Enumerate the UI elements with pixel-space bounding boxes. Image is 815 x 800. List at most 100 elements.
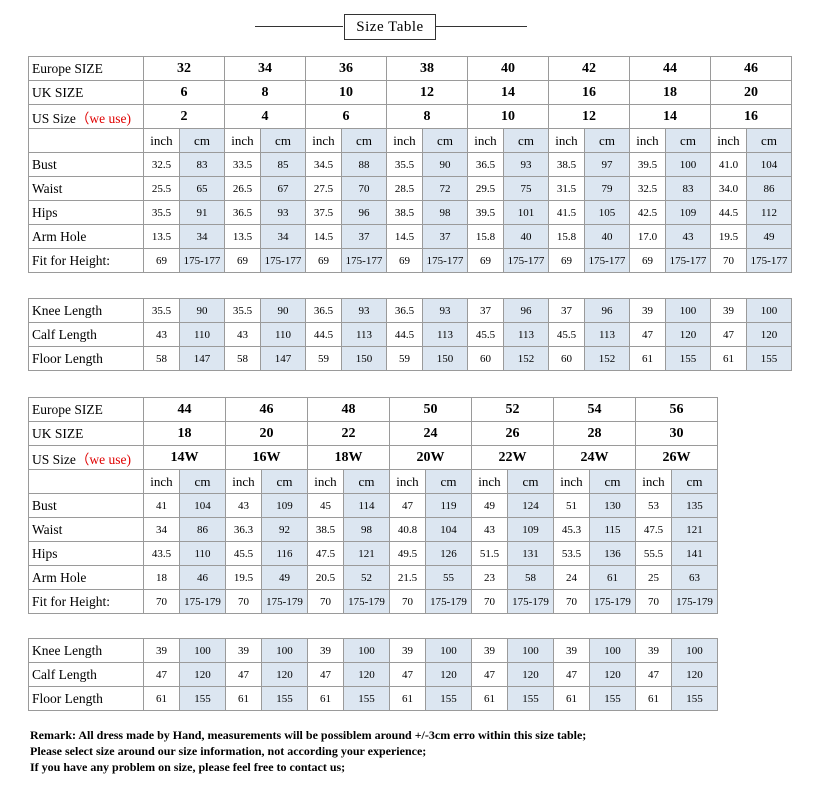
inch-value: 61 [635, 686, 672, 711]
cm-value: 147 [260, 346, 306, 371]
blank [28, 469, 144, 494]
unit-inch: inch [467, 128, 504, 153]
measure-row: Arm Hole 13.5 34 13.5 34 14.5 37 14.5 37 15.8 40 15… [28, 224, 792, 249]
cm-value: 121 [671, 517, 718, 542]
inch-value: 33.5 [224, 152, 261, 177]
inch-value: 43 [225, 493, 262, 518]
cm-value: 40 [503, 224, 549, 249]
cm-value: 152 [503, 346, 549, 371]
inch-value: 70 [225, 589, 262, 614]
inch-value: 39 [307, 638, 344, 663]
inch-value: 29.5 [467, 176, 504, 201]
row-label: Knee Length [28, 638, 144, 663]
cm-value: 88 [341, 152, 387, 177]
remark-line: If you have any problem on size, please … [30, 760, 346, 774]
cm-value: 109 [665, 200, 711, 225]
inch-value: 61 [710, 346, 747, 371]
size-value: 8 [386, 104, 468, 129]
inch-value: 41.5 [548, 200, 585, 225]
inch-value: 43 [143, 322, 180, 347]
blank [28, 128, 144, 153]
cm-value: 49 [746, 224, 792, 249]
inch-value: 45.3 [553, 517, 590, 542]
label-text: US Size [32, 451, 76, 467]
inch-value: 42.5 [629, 200, 666, 225]
cm-value: 34 [179, 224, 225, 249]
cm-value: 175-177 [341, 248, 387, 273]
inch-value: 25.5 [143, 176, 180, 201]
unit-inch: inch [553, 469, 590, 494]
inch-value: 70 [553, 589, 590, 614]
unit-row: inch cm inch cm inch cm inch cm inch cm inch cm inch… [28, 469, 718, 494]
cm-value: 120 [425, 662, 472, 687]
inch-value: 26.5 [224, 176, 261, 201]
measure-row: Floor Length 58 147 58 147 59 150 59 150 60 152 60 1… [28, 346, 792, 371]
inch-value: 69 [224, 248, 261, 273]
inch-value: 69 [629, 248, 666, 273]
inch-value: 34.5 [305, 152, 342, 177]
inch-value: 25 [635, 565, 672, 590]
inch-value: 69 [305, 248, 342, 273]
label-note: （we use) [75, 451, 131, 467]
inch-value: 61 [225, 686, 262, 711]
row-label: Floor Length [28, 346, 144, 371]
inch-value: 47 [635, 662, 672, 687]
cm-value: 67 [260, 176, 306, 201]
cm-value: 100 [261, 638, 308, 663]
inch-value: 61 [471, 686, 508, 711]
inch-value: 39 [389, 638, 426, 663]
unit-row: inch cm inch cm inch cm inch cm inch cm inch cm inch… [28, 128, 792, 153]
cm-value: 175-177 [260, 248, 306, 273]
cm-value: 110 [179, 322, 225, 347]
inch-value: 15.8 [548, 224, 585, 249]
size-value: 20 [225, 421, 308, 446]
label-text: Europe SIZE [32, 60, 103, 76]
inch-value: 69 [548, 248, 585, 273]
inch-value: 39 [635, 638, 672, 663]
size-value: 40 [467, 56, 549, 81]
cm-value: 113 [422, 322, 468, 347]
inch-value: 32.5 [629, 176, 666, 201]
row-label: Calf Length [28, 322, 144, 347]
cm-value: 96 [503, 298, 549, 323]
size-value: 4 [224, 104, 306, 129]
inch-value: 69 [467, 248, 504, 273]
row-label: Fit for Height: [28, 589, 144, 614]
unit-cm: cm [261, 469, 308, 494]
cm-value: 116 [261, 541, 308, 566]
inch-value: 47 [471, 662, 508, 687]
cm-value: 98 [343, 517, 390, 542]
row-label: Hips [28, 541, 144, 566]
size-value: 14W [143, 445, 226, 470]
inch-value: 21.5 [389, 565, 426, 590]
cm-value: 150 [341, 346, 387, 371]
measure-row: Calf Length 47 120 47 120 47 120 47 120 47 120 47 12… [28, 662, 718, 687]
cm-value: 175-179 [179, 589, 226, 614]
row-label: UK SIZE [28, 80, 144, 105]
cm-value: 175-179 [671, 589, 718, 614]
inch-value: 39.5 [467, 200, 504, 225]
remarks: Remark: All dress made by Hand, measurem… [30, 727, 586, 775]
cm-value: 90 [260, 298, 306, 323]
inch-value: 23 [471, 565, 508, 590]
cm-value: 104 [179, 493, 226, 518]
size-value: 12 [386, 80, 468, 105]
cm-value: 86 [179, 517, 226, 542]
inch-value: 70 [710, 248, 747, 273]
inch-value: 59 [386, 346, 423, 371]
cm-value: 155 [746, 346, 792, 371]
row-label: Arm Hole [28, 565, 144, 590]
inch-value: 39 [629, 298, 666, 323]
unit-inch: inch [224, 128, 261, 153]
inch-value: 39 [225, 638, 262, 663]
cm-value: 40 [584, 224, 630, 249]
cm-value: 65 [179, 176, 225, 201]
cm-value: 93 [422, 298, 468, 323]
cm-value: 100 [589, 638, 636, 663]
inch-value: 35.5 [143, 298, 180, 323]
cm-value: 112 [746, 200, 792, 225]
measure-row: Knee Length 35.5 90 35.5 90 36.5 93 36.5 93 37 96 3… [28, 298, 792, 323]
cm-value: 110 [179, 541, 226, 566]
cm-value: 126 [425, 541, 472, 566]
cm-value: 114 [343, 493, 390, 518]
